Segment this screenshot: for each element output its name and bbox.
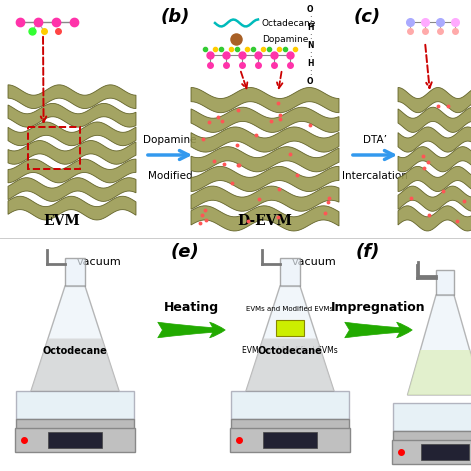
Polygon shape (191, 127, 339, 152)
Polygon shape (398, 166, 471, 192)
Text: DTA’: DTA’ (363, 135, 387, 145)
FancyBboxPatch shape (436, 270, 454, 295)
FancyBboxPatch shape (15, 428, 135, 452)
FancyBboxPatch shape (392, 431, 471, 441)
Text: O: O (307, 77, 313, 86)
FancyBboxPatch shape (391, 440, 471, 464)
Text: (e): (e) (171, 243, 199, 261)
FancyBboxPatch shape (422, 444, 469, 460)
Text: Heating: Heating (163, 301, 219, 314)
FancyBboxPatch shape (16, 419, 134, 429)
Text: (f): (f) (356, 243, 380, 261)
Text: Octodecane: Octodecane (258, 346, 322, 356)
Text: H: H (307, 23, 313, 32)
Text: Impregnation: Impregnation (331, 301, 425, 314)
Polygon shape (8, 159, 136, 183)
Text: Intercalation: Intercalation (342, 171, 408, 181)
Text: Octadecane: Octadecane (262, 18, 317, 27)
Text: Octodecane: Octodecane (42, 346, 107, 356)
Polygon shape (246, 339, 334, 391)
Polygon shape (8, 196, 136, 220)
Polygon shape (398, 206, 471, 231)
Polygon shape (8, 103, 136, 127)
Polygon shape (31, 286, 119, 391)
Text: :: : (309, 50, 311, 59)
Polygon shape (191, 166, 339, 192)
Text: Dopamine: Dopamine (262, 34, 309, 43)
Polygon shape (191, 186, 339, 211)
Text: D-EVM: D-EVM (237, 214, 292, 228)
Text: H: H (307, 59, 313, 68)
FancyBboxPatch shape (276, 320, 304, 336)
Text: (c): (c) (353, 8, 381, 26)
Polygon shape (407, 295, 471, 395)
Polygon shape (191, 206, 339, 231)
Text: N: N (307, 41, 313, 50)
Polygon shape (8, 85, 136, 109)
Polygon shape (191, 88, 339, 113)
Polygon shape (191, 107, 339, 132)
Polygon shape (31, 339, 119, 391)
Text: :: : (309, 68, 311, 77)
Text: vacuum: vacuum (292, 257, 337, 267)
FancyBboxPatch shape (16, 391, 134, 419)
Text: Dopamine: Dopamine (143, 135, 197, 145)
Text: O: O (307, 5, 313, 14)
Text: vacuum: vacuum (77, 257, 122, 267)
FancyBboxPatch shape (49, 432, 102, 448)
Polygon shape (398, 107, 471, 132)
Polygon shape (191, 146, 339, 172)
Polygon shape (8, 122, 136, 146)
FancyBboxPatch shape (280, 258, 300, 286)
Text: EVM: EVM (44, 214, 81, 228)
FancyBboxPatch shape (230, 428, 350, 452)
Polygon shape (8, 178, 136, 202)
FancyBboxPatch shape (65, 258, 85, 286)
Polygon shape (398, 186, 471, 211)
Text: :: : (309, 14, 311, 23)
Polygon shape (8, 140, 136, 164)
FancyBboxPatch shape (392, 403, 471, 431)
Text: EVMs and Modified EVMs: EVMs and Modified EVMs (242, 346, 338, 355)
Polygon shape (398, 88, 471, 113)
Polygon shape (407, 350, 471, 395)
FancyBboxPatch shape (263, 432, 317, 448)
FancyBboxPatch shape (231, 391, 349, 419)
Polygon shape (398, 146, 471, 172)
Text: EVMs and Modified EVMs: EVMs and Modified EVMs (246, 306, 333, 312)
Text: :: : (309, 32, 311, 41)
Text: (b): (b) (160, 8, 190, 26)
Polygon shape (246, 286, 334, 391)
Polygon shape (398, 127, 471, 152)
FancyBboxPatch shape (231, 419, 349, 429)
Text: Modified: Modified (148, 171, 192, 181)
